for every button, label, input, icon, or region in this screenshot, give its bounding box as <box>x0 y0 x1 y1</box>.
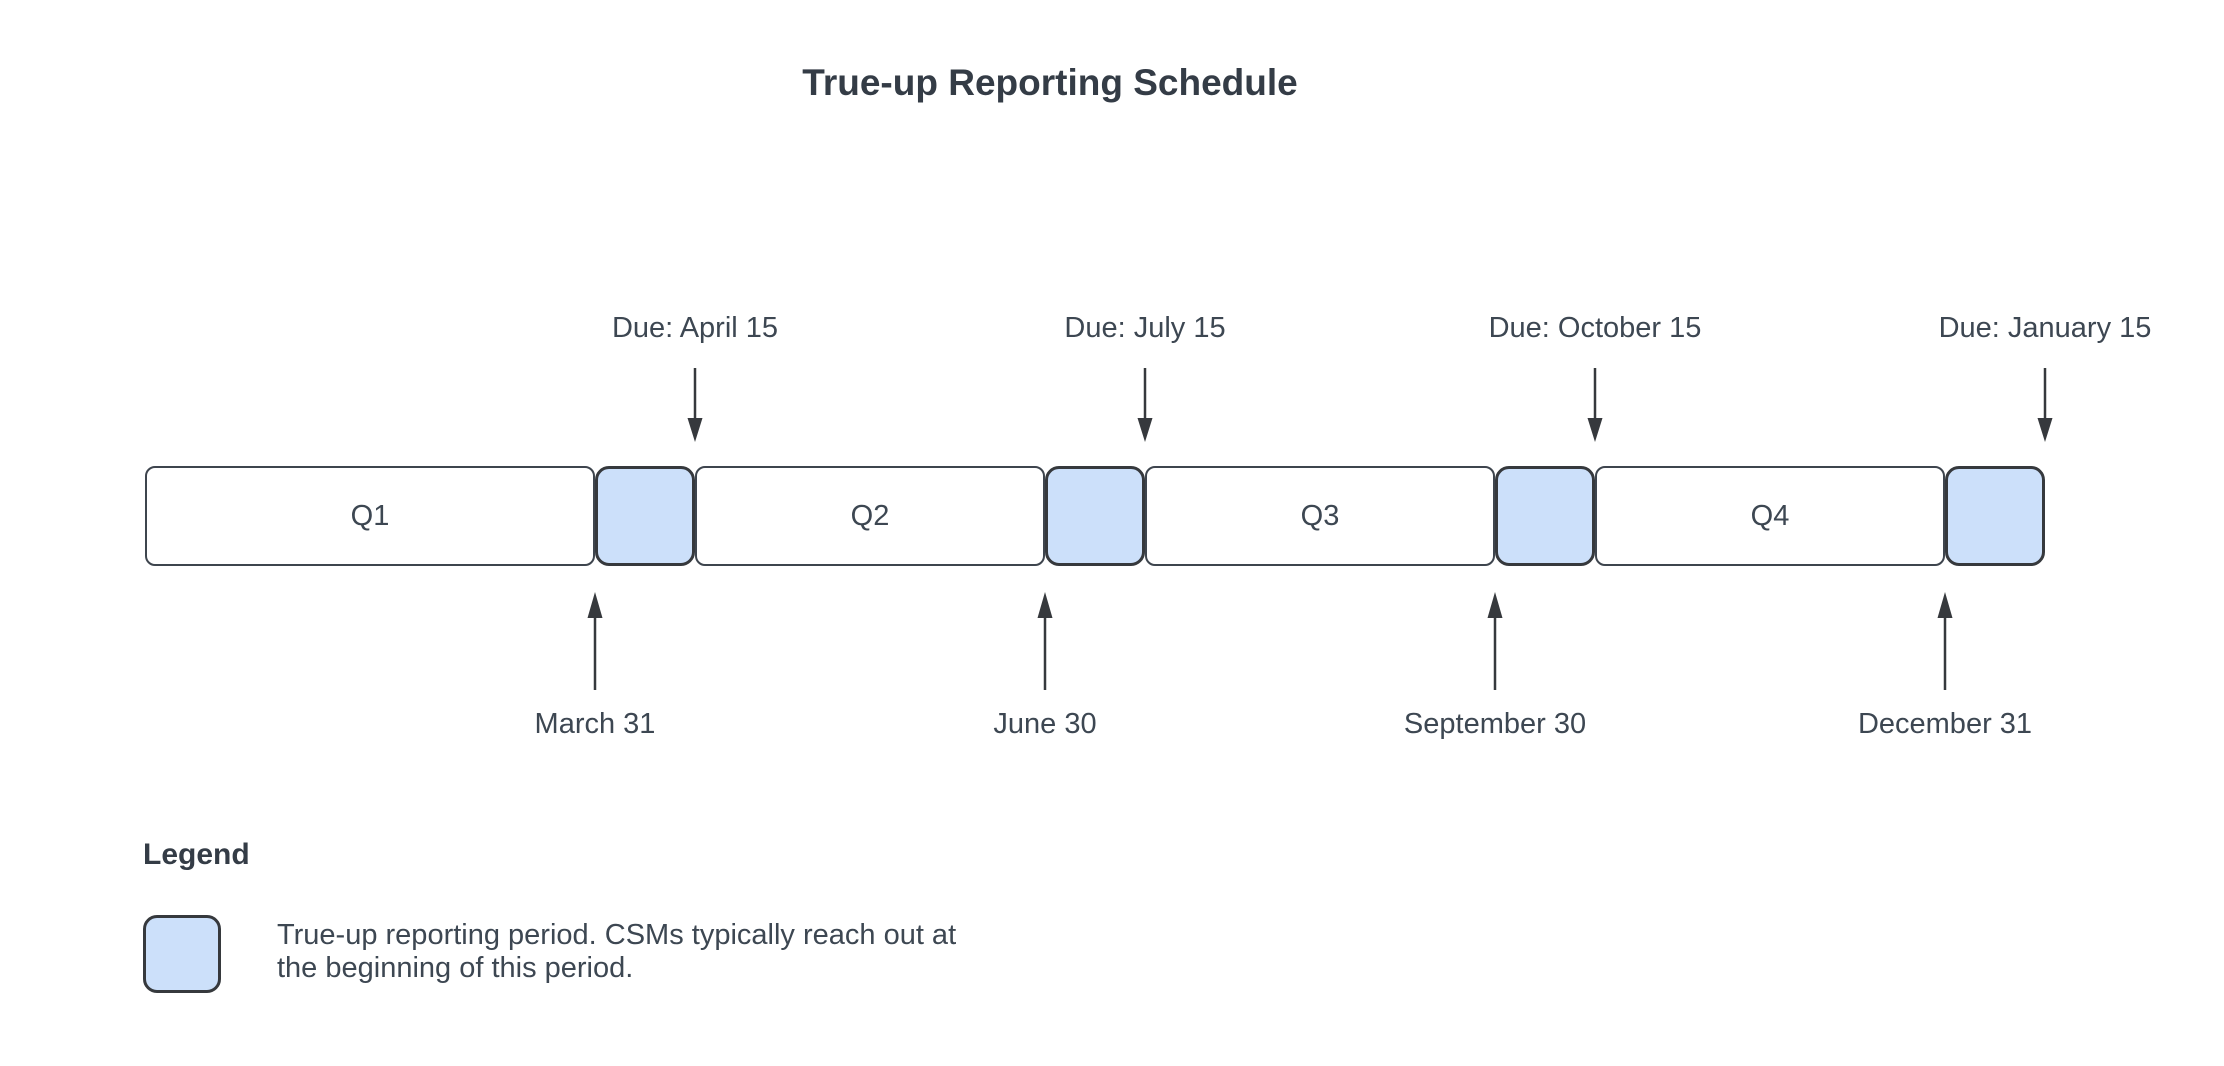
page-title: True-up Reporting Schedule <box>802 62 1298 103</box>
due-date-label: Due: January 15 <box>1938 312 2152 344</box>
arrow-up-icon <box>1937 592 1953 690</box>
arrow-down-icon <box>1587 368 1603 442</box>
quarter-label: Q3 <box>1300 499 1340 532</box>
legend-trueup-swatch <box>143 915 221 993</box>
trueup-period-box <box>595 466 695 566</box>
quarter-box-q4: Q4 <box>1595 466 1945 566</box>
due-date-label: Due: October 15 <box>1488 312 1702 344</box>
arrow-up-icon <box>1487 592 1503 690</box>
quarter-end-date-label: March 31 <box>534 708 656 740</box>
quarter-label: Q1 <box>350 499 390 532</box>
quarter-label: Q4 <box>1750 499 1790 532</box>
arrow-down-icon <box>1137 368 1153 442</box>
quarter-box-q3: Q3 <box>1145 466 1495 566</box>
arrow-up-icon <box>587 592 603 690</box>
trueup-period-box <box>1945 466 2045 566</box>
legend-description: True-up reporting period. CSMs typically… <box>277 919 956 985</box>
quarter-end-date-label: June 30 <box>993 708 1097 740</box>
quarter-end-date-label: December 31 <box>1857 708 2033 740</box>
arrow-up-icon <box>1037 592 1053 690</box>
quarter-box-q1: Q1 <box>145 466 595 566</box>
trueup-period-box <box>1045 466 1145 566</box>
arrow-down-icon <box>687 368 703 442</box>
due-date-label: Due: July 15 <box>1064 312 1226 344</box>
trueup-period-box <box>1495 466 1595 566</box>
legend-description-line: the beginning of this period. <box>277 952 634 984</box>
arrow-down-icon <box>2037 368 2053 442</box>
quarter-end-date-label: September 30 <box>1403 708 1587 740</box>
quarter-box-q2: Q2 <box>695 466 1045 566</box>
quarter-label: Q2 <box>850 499 890 532</box>
legend-title: Legend <box>143 838 250 871</box>
due-date-label: Due: April 15 <box>611 312 779 344</box>
legend-description-line: True-up reporting period. CSMs typically… <box>277 919 957 951</box>
